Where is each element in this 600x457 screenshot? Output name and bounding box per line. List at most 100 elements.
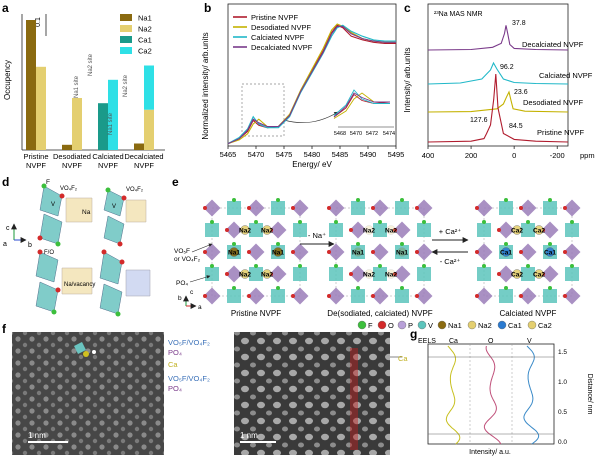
- vo4f2-octahedron-2: [39, 213, 63, 245]
- b-xtick-label: 5485: [332, 150, 349, 159]
- category-label-3: NVPF: [134, 161, 154, 170]
- f-atom: [254, 264, 258, 268]
- panel-c-ticks: 400 200 0 -200: [422, 146, 565, 160]
- v-octahedron: [271, 289, 285, 303]
- cation-site-ca2: [534, 269, 544, 279]
- d-label-f: F: [46, 179, 50, 186]
- panel-f-label: f: [2, 322, 7, 336]
- o-atom: [415, 206, 419, 210]
- e-legend-label-4: Na1: [448, 321, 462, 330]
- legend-label-na1: Na1: [138, 14, 152, 23]
- eels-profile-v: [523, 345, 540, 445]
- o-atom: [37, 249, 43, 255]
- struct-title-desodiated: De(sodiated, calciated) NVPF: [327, 309, 432, 318]
- po4-tetrahedron: [327, 243, 345, 261]
- cation-site-na1: [229, 247, 239, 257]
- f-atom: [105, 187, 111, 193]
- inset-line-2: [333, 89, 390, 116]
- g-ytick-2: 1.0: [558, 379, 567, 386]
- e-legend-swatch-6: [497, 320, 507, 330]
- e-legend-swatch-7: [527, 320, 537, 330]
- panel-a-categories: PristineNVPFDesodiatedNVPFCalciatedNVPFD…: [23, 152, 163, 170]
- vacancy-box: [125, 269, 151, 297]
- po4-tetrahedron: [247, 243, 265, 261]
- f-label-po4-bottom: PO₄: [168, 384, 182, 393]
- f-atom: [334, 264, 338, 268]
- f-atom: [356, 286, 360, 290]
- v-octahedron: [373, 223, 387, 237]
- vo4f2-octahedron-3: [103, 189, 125, 217]
- scalebar-right-label: 1 nm: [240, 431, 258, 440]
- inset-tick-3: 5472: [366, 131, 378, 137]
- po4-tetrahedron: [291, 243, 309, 261]
- na-site-box-1: [65, 197, 93, 223]
- po4-tetrahedron: [371, 243, 389, 261]
- o-atom: [225, 272, 229, 276]
- e-legend-label-1: O: [388, 321, 394, 330]
- g-ytick-1: 0.5: [558, 409, 567, 416]
- vo4f2-octahedron-1: [39, 185, 63, 217]
- callout-po4: PO₄: [176, 280, 188, 287]
- category-label-0: NVPF: [26, 161, 46, 170]
- b-xtick-label: 5465: [220, 150, 237, 159]
- o-atom: [563, 250, 567, 254]
- v-octahedron: [499, 201, 513, 215]
- po4-tetrahedron: [327, 199, 345, 217]
- o-atom: [415, 250, 419, 254]
- axis-a-label: a: [3, 241, 7, 248]
- bar-na1-3: [134, 143, 144, 150]
- d-label-vo4f2-2: VO₄F₂: [126, 187, 144, 193]
- panel-g-label: g: [410, 327, 417, 341]
- o-atom: [415, 294, 419, 298]
- site-label-na2: Na2: [239, 228, 251, 235]
- v-octahedron: [521, 223, 535, 237]
- d-label-v-2: V: [112, 204, 116, 210]
- c-xtick-label: 0: [512, 151, 516, 160]
- o-atom: [519, 250, 523, 254]
- o-atom: [371, 294, 375, 298]
- vo5f-octahedron-4: [99, 283, 123, 315]
- po4-tetrahedron: [541, 221, 559, 239]
- panel-a: a Occupency 0.1 Na1 Na2 Ca1 Ca2 Na1 site…: [2, 1, 165, 170]
- panel-c-lines: [427, 25, 569, 143]
- panel-d-label: d: [2, 175, 9, 189]
- site-label-3: Na1 site: [108, 112, 114, 135]
- panel-a-scale-label: 0.1: [35, 17, 42, 27]
- f-label-po4-top: PO₄: [168, 348, 182, 357]
- inset-lines: [333, 89, 391, 119]
- po4-tetrahedron: [497, 221, 515, 239]
- panel-g-lines: [428, 344, 554, 445]
- panel-c: c Intensity/ arb.units ²³Na MAS NMR 400 2…: [403, 1, 595, 160]
- b-xtick-label: 5475: [276, 150, 293, 159]
- vo5f-octahedron-3: [99, 251, 123, 285]
- f-atom: [400, 242, 404, 246]
- stem-overlay-v: [74, 342, 86, 354]
- legend-label-calciated: Calciated NVPF: [251, 33, 305, 42]
- d-label-na: Na: [82, 209, 91, 216]
- o-atom: [247, 206, 251, 210]
- panel-g: g EELS Ca O V Intensity/ a.u. Distance/ …: [410, 327, 593, 456]
- po4-tetrahedron: [327, 287, 345, 305]
- f-atom: [526, 264, 530, 268]
- c-xtick-label: 200: [465, 151, 478, 160]
- o-atom: [203, 206, 207, 210]
- vo5f-octahedron-2: [35, 281, 59, 313]
- f-atom: [356, 198, 360, 202]
- v-octahedron: [227, 289, 241, 303]
- cation-site-ca2: [512, 225, 522, 235]
- f-atom: [504, 242, 508, 246]
- v-octahedron: [351, 245, 365, 259]
- axis-b-label: b: [28, 242, 32, 249]
- cation-site-na1: [353, 247, 363, 257]
- g-ytick-3: 1.5: [558, 349, 567, 356]
- f-atom: [232, 198, 236, 202]
- o-atom: [349, 272, 353, 276]
- f-atom: [276, 242, 280, 246]
- d-label-na-vacancy: Na/vacancy: [64, 282, 95, 288]
- f-atom: [298, 220, 302, 224]
- o-atom: [475, 206, 479, 210]
- cation-site-na2: [262, 225, 272, 235]
- f-atom: [504, 198, 508, 202]
- o-atom: [327, 250, 331, 254]
- axis-c-label: c: [6, 225, 10, 232]
